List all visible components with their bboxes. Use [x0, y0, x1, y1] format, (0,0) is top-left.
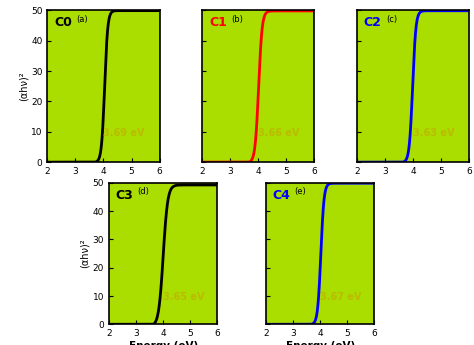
Text: (b): (b) [231, 15, 243, 24]
Text: 3.66 eV: 3.66 eV [258, 128, 300, 138]
Text: C0: C0 [54, 17, 72, 29]
Text: (c): (c) [386, 15, 397, 24]
Text: C2: C2 [364, 17, 382, 29]
Text: 3.65 eV: 3.65 eV [163, 292, 205, 302]
X-axis label: Energy (eV): Energy (eV) [128, 341, 198, 345]
X-axis label: Energy (eV): Energy (eV) [286, 341, 355, 345]
Text: C3: C3 [116, 188, 133, 201]
Y-axis label: (αhν)²: (αhν)² [80, 239, 90, 268]
Text: (e): (e) [294, 187, 306, 196]
Text: C1: C1 [209, 17, 227, 29]
Text: 3.63 eV: 3.63 eV [413, 128, 455, 138]
Y-axis label: (αhν)²: (αhν)² [18, 71, 28, 101]
Text: C4: C4 [273, 188, 291, 201]
Text: 3.69 eV: 3.69 eV [103, 128, 145, 138]
Text: (a): (a) [77, 15, 88, 24]
Text: (d): (d) [137, 187, 149, 196]
Text: 3.67 eV: 3.67 eV [320, 292, 362, 302]
